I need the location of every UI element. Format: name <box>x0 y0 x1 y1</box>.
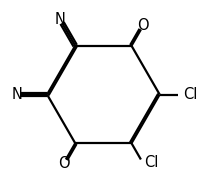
Text: N: N <box>11 87 22 102</box>
Text: N: N <box>54 12 65 27</box>
Text: O: O <box>58 156 70 170</box>
Text: O: O <box>137 19 149 33</box>
Text: Cl: Cl <box>144 155 158 170</box>
Text: Cl: Cl <box>183 87 197 102</box>
